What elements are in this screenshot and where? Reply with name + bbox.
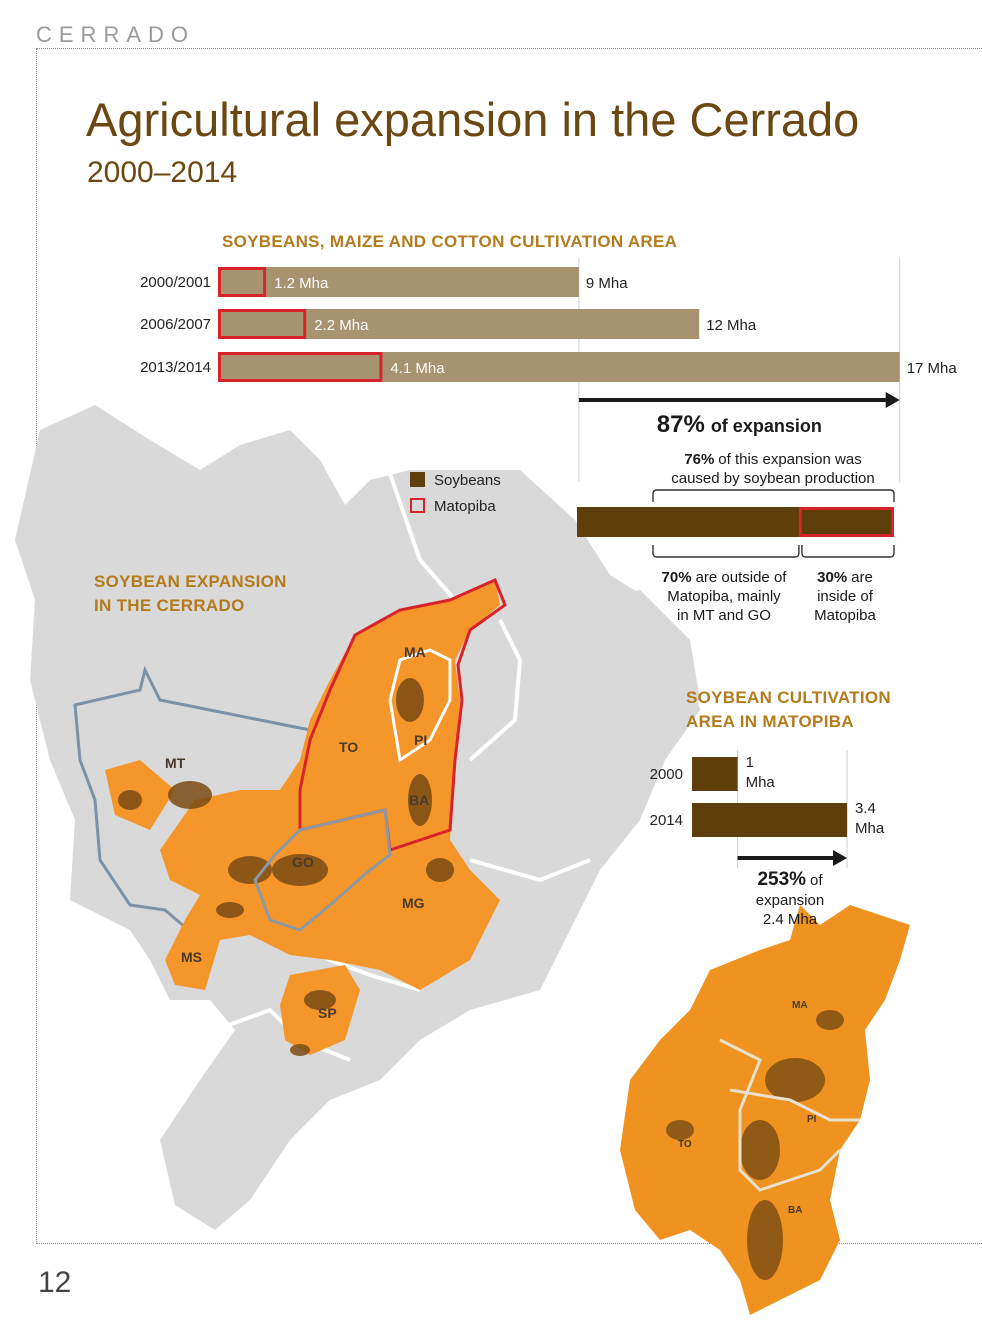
growth-pct: 253%: [757, 869, 806, 890]
soy-expansion-bar: [577, 507, 894, 537]
matopiba-soy-chart: 2000 1 Mha 2014 3.4 Mha 253% of expansion 2.4 Mha: [650, 750, 885, 928]
state-label-ma: MA: [404, 644, 426, 660]
page-number: 12: [38, 1266, 72, 1299]
category-label: 2000/2001: [140, 274, 211, 291]
outside-matopiba-pct: 70%: [662, 569, 692, 586]
inset-label-pi: PI: [807, 1114, 817, 1125]
inside-matopiba-line: 30% are: [817, 569, 873, 586]
inside-brace: [801, 545, 895, 558]
chart1-title: SOYBEANS, MAIZE AND COTTON CULTIVATION A…: [222, 232, 678, 251]
total-bar: [218, 267, 579, 297]
map-heading-line-2: IN THE CERRADO: [94, 596, 245, 615]
matopiba-value-label: 4.1 Mha: [390, 360, 445, 377]
matopiba-value-label: 2.2 Mha: [314, 317, 369, 334]
state-label-pi: PI: [414, 732, 427, 748]
soy-bar: [692, 803, 848, 837]
value-label-number: 3.4: [855, 800, 876, 817]
expansion-pct: 87%: [657, 411, 705, 438]
soy-share-line-2: caused by soybean production: [671, 470, 874, 487]
state-label-mt: MT: [165, 755, 186, 771]
inset-label-to: TO: [678, 1139, 692, 1150]
inside-matopiba-line: Matopiba: [814, 607, 876, 624]
matopiba-swatch-icon: [410, 498, 425, 513]
cultivation-area-chart: 2000/2001 1.2 Mha 9 Mha 2006/2007 2.2 Mha 12 …: [140, 258, 958, 624]
soybeans-swatch-icon: [410, 472, 425, 487]
value-label-unit: Mha: [746, 774, 776, 791]
value-label-unit: Mha: [855, 820, 885, 837]
legend-soybeans: Soybeans: [410, 472, 501, 489]
total-value-label: 9 Mha: [586, 275, 628, 292]
outside-matopiba-line: Matopiba, mainly: [667, 588, 781, 605]
legend-matopiba: Matopiba: [410, 498, 496, 515]
chart2-title-line-1: SOYBEAN CULTIVATION: [686, 688, 891, 707]
matopiba-bar: [218, 309, 307, 339]
category-label: 2014: [650, 812, 683, 829]
total-bar: [218, 352, 900, 382]
chart2-title: SOYBEAN CULTIVATION AREA IN MATOPIBA: [686, 686, 891, 734]
state-label-ba: BA: [409, 792, 429, 808]
legend-soybeans-label: Soybeans: [434, 472, 501, 489]
soy-share-text-1: of this expansion was: [718, 451, 861, 468]
soy-inside-matopiba-segment: [798, 507, 895, 537]
growth-text-1: of: [810, 872, 823, 889]
page-title: Agricultural expansion in the Cerrado: [86, 93, 860, 146]
outside-brace: [652, 545, 800, 558]
matopiba-bar: [218, 352, 383, 382]
category-label: 2013/2014: [140, 359, 211, 376]
outside-matopiba-line: 70% are outside of: [662, 569, 788, 586]
chart2-title-line-2: AREA IN MATOPIBA: [686, 712, 854, 731]
soy-bar: [692, 757, 738, 791]
state-label-mg: MG: [402, 895, 425, 911]
inside-matopiba-line: inside of: [817, 588, 874, 605]
category-label: 2000: [650, 766, 683, 783]
growth-text-3: 2.4 Mha: [763, 911, 818, 928]
outside-matopiba-text: are outside of: [696, 569, 788, 586]
matopiba-bar: [218, 267, 267, 297]
state-label-sp: SP: [318, 1005, 337, 1021]
state-label-ms: MS: [181, 949, 202, 965]
soy-share-brace: [652, 489, 895, 502]
inset-label-ba: BA: [788, 1205, 802, 1216]
category-label: 2006/2007: [140, 316, 211, 333]
map-heading-line-1: SOYBEAN EXPANSION: [94, 572, 287, 591]
growth-text-2: expansion: [756, 892, 824, 909]
inside-matopiba-pct: 30%: [817, 569, 847, 586]
value-label-number: 1: [746, 754, 754, 771]
expansion-label: 87% of expansion: [657, 411, 822, 438]
page-subtitle: 2000–2014: [87, 156, 238, 189]
total-value-label: 17 Mha: [907, 360, 958, 377]
outside-matopiba-line: in MT and GO: [677, 607, 771, 624]
matopiba-value-label: 1.2 Mha: [274, 275, 329, 292]
legend-matopiba-label: Matopiba: [434, 498, 496, 515]
map-heading: SOYBEAN EXPANSION IN THE CERRADO: [94, 570, 287, 618]
soy-share-pct: 76%: [684, 451, 714, 468]
inset-label-ma: MA: [792, 1000, 808, 1011]
section-header-label: CERRADO: [36, 22, 196, 47]
total-value-label: 12 Mha: [706, 317, 757, 334]
total-bar: [218, 309, 700, 339]
expansion-text: of expansion: [711, 416, 822, 436]
inside-matopiba-text: are: [851, 569, 873, 586]
growth-arrowhead-icon: [833, 850, 848, 866]
expansion-arrowhead-icon: [885, 392, 900, 408]
state-label-go: GO: [292, 854, 314, 870]
state-label-to: TO: [339, 739, 358, 755]
soy-share-line-1: 76% of this expansion was: [684, 451, 861, 468]
matopiba-inset-map: MA PI TO BA: [620, 905, 910, 1315]
growth-label: 253% of: [757, 869, 823, 890]
matopiba-outline: [298, 577, 507, 853]
